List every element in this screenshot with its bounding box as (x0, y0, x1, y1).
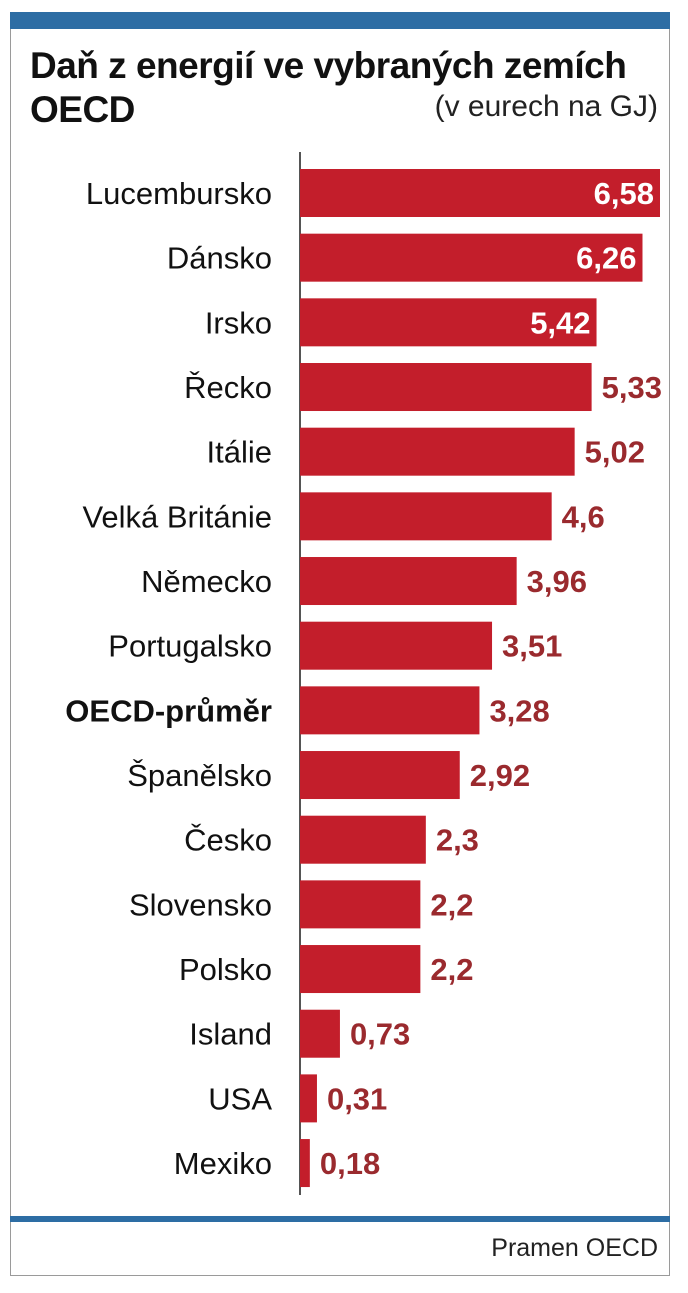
bar (300, 298, 597, 347)
category-label: Mexiko (174, 1146, 272, 1181)
bar (300, 621, 493, 670)
value-label: 5,02 (585, 435, 645, 470)
category-label: Dánsko (167, 241, 272, 276)
bar (300, 686, 480, 735)
category-label: Polsko (179, 952, 272, 987)
value-label: 2,2 (430, 887, 473, 922)
bar (300, 233, 643, 282)
value-label: 3,96 (527, 564, 587, 599)
value-label: 4,6 (562, 499, 605, 534)
value-label: 6,26 (576, 241, 636, 276)
header-accent-bar (10, 12, 670, 29)
bar (300, 363, 592, 412)
value-label: 3,28 (489, 693, 549, 728)
value-label: 3,51 (502, 629, 562, 664)
category-label: Řecko (184, 370, 272, 405)
bar (300, 1074, 317, 1123)
bar (300, 751, 460, 800)
value-label: 0,31 (327, 1081, 387, 1116)
value-label: 2,2 (430, 952, 473, 987)
category-label: Velká Británie (82, 499, 272, 534)
category-label: Portugalsko (108, 629, 272, 664)
category-label: OECD-průměr (65, 693, 272, 728)
category-label: Itálie (207, 435, 272, 470)
category-label: Česko (184, 823, 272, 858)
bar (300, 815, 426, 864)
footer-accent-bar (10, 1216, 670, 1222)
bar (300, 1139, 310, 1188)
value-label: 0,18 (320, 1146, 380, 1181)
bar (300, 880, 421, 929)
bar (300, 1009, 340, 1058)
category-label: Lucembursko (86, 176, 272, 211)
bar (300, 557, 517, 606)
bar (300, 169, 660, 217)
value-label: 2,92 (470, 758, 530, 793)
source-note: Pramen OECD (491, 1234, 658, 1262)
value-label: 5,33 (602, 370, 662, 405)
category-label: Island (189, 1017, 272, 1052)
category-label: Německo (141, 564, 272, 599)
value-label: 5,42 (530, 305, 590, 340)
bar (300, 492, 552, 541)
unit-note: (v eurech na GJ) (434, 90, 658, 123)
category-label: USA (208, 1081, 272, 1116)
bar (300, 945, 421, 994)
value-label: 2,3 (436, 823, 479, 858)
bar (300, 427, 575, 476)
value-label: 6,58 (594, 176, 654, 211)
chart-title: Daň z energií ve vybraných zemích OECD (30, 45, 627, 130)
category-label: Irsko (205, 305, 272, 340)
category-label: Španělsko (127, 758, 272, 793)
category-label: Slovensko (129, 887, 272, 922)
value-label: 0,73 (350, 1017, 410, 1052)
